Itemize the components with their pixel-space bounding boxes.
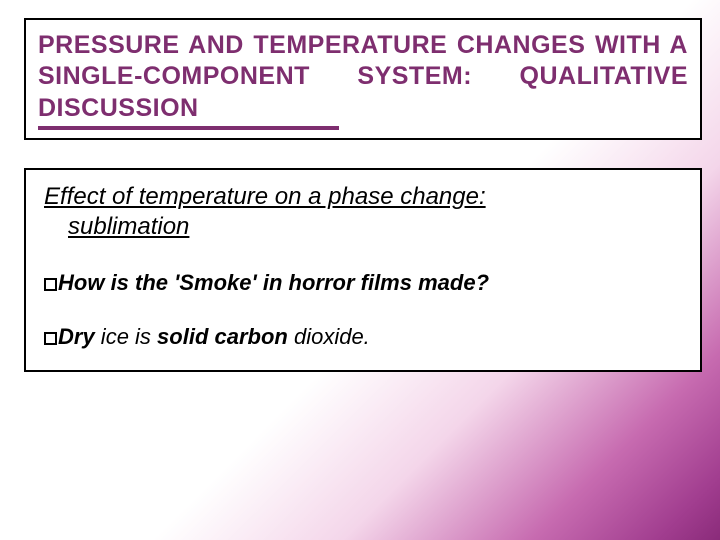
subheading-line2: sublimation: [44, 212, 684, 242]
title-box: PRESSURE AND TEMPERATURE CHANGES WITH A …: [24, 18, 702, 140]
bullet-1-rest: is the 'Smoke' in horror films made?: [104, 270, 489, 295]
subheading: Effect of temperature on a phase change:…: [42, 182, 684, 242]
subheading-line1: Effect of temperature on a phase change:: [44, 183, 486, 210]
slide-title: PRESSURE AND TEMPERATURE CHANGES WITH A …: [38, 30, 688, 124]
content-box: Effect of temperature on a phase change:…: [24, 168, 702, 372]
bullet-item-1: How is the 'Smoke' in horror films made?: [42, 270, 684, 296]
square-bullet-icon: [44, 278, 57, 291]
bullet-2-before: ice is: [95, 324, 157, 349]
title-underline: [38, 126, 339, 130]
bullet-2-after: dioxide.: [288, 324, 370, 349]
title-line1: PRESSURE AND TEMPERATURE CHANGES: [38, 31, 585, 59]
bullet-item-2: Dry ice is solid carbon dioxide.: [42, 324, 684, 350]
square-bullet-icon: [44, 332, 57, 345]
bullet-1-lead: How: [58, 270, 104, 295]
bullet-2-lead: Dry: [58, 324, 95, 349]
bullet-2-bold: solid carbon: [157, 324, 288, 349]
